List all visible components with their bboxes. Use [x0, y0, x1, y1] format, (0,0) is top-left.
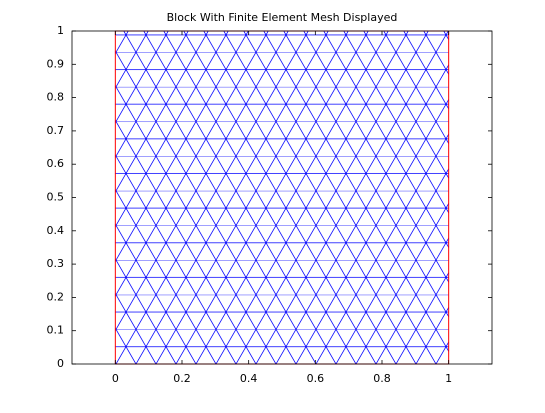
y-tick-label: 0.6: [47, 157, 65, 170]
y-tick-label: 1: [57, 24, 64, 37]
x-tick-label: 0: [112, 372, 119, 385]
x-tick-label: 0.4: [240, 372, 258, 385]
y-tick-label: 0.1: [47, 324, 65, 337]
y-tick-label: 0.4: [47, 224, 65, 237]
y-tick-label: 0.3: [47, 257, 65, 270]
x-tick-label: 1: [445, 372, 452, 385]
y-tick-label: 0.7: [47, 124, 65, 137]
x-tick-label: 0.8: [373, 372, 391, 385]
x-tick-label: 0.6: [307, 372, 325, 385]
y-tick-label: 0.9: [47, 57, 65, 70]
y-tick-label: 0: [57, 357, 64, 370]
x-tick-label: 0.2: [173, 372, 191, 385]
y-tick-label: 0.8: [47, 91, 65, 104]
y-tick-label: 0.5: [47, 191, 65, 204]
y-tick-label: 0.2: [47, 290, 65, 303]
chart-title: Block With Finite Element Mesh Displayed: [167, 11, 398, 24]
mesh: [115, 31, 449, 364]
